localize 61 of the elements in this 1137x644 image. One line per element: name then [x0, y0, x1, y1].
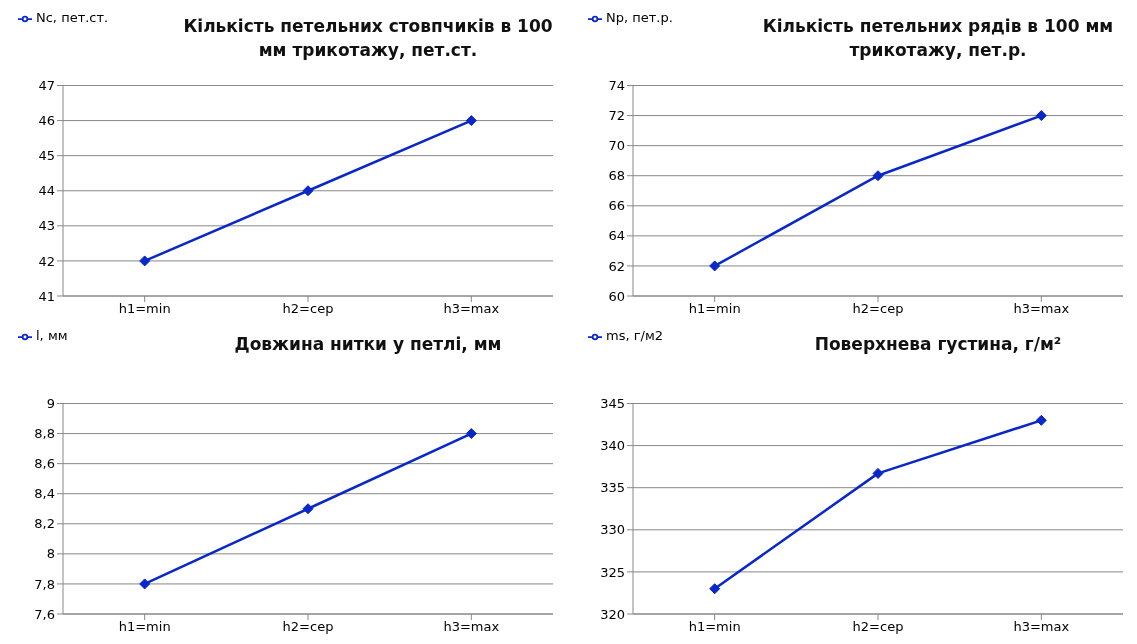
- legend-label: l, мм: [36, 328, 68, 343]
- y-tick-label: 66: [608, 198, 625, 214]
- y-tick-label: 46: [38, 113, 55, 129]
- y-tick-label: 8: [46, 546, 55, 562]
- legend-label: ms, г/м2: [606, 328, 663, 343]
- y-tick-label: 47: [38, 78, 55, 94]
- x-tick-label: h2=сер: [282, 619, 334, 635]
- y-tick-label: 340: [600, 438, 625, 454]
- point: [1035, 110, 1047, 122]
- y-tick-label: 68: [608, 168, 625, 184]
- point: [872, 467, 884, 479]
- y-tick-label: 8,2: [34, 516, 55, 532]
- y-tick-label: 62: [608, 258, 625, 274]
- y-tick-label: 8,4: [34, 486, 55, 502]
- y-tick-label: 72: [608, 108, 625, 124]
- chart-title: Кількість петельних рядів в 100 мм трикотажу, пет.р.: [761, 15, 1115, 62]
- point: [709, 260, 721, 272]
- y-tick-label: 9: [46, 396, 55, 412]
- chart-title: Кількість петельних стовпчиків в 100 мм трикотажу, пет.ст.: [183, 15, 553, 62]
- point: [465, 428, 477, 440]
- legend-label: Np, пет.р.: [606, 10, 673, 25]
- point: [139, 255, 151, 267]
- y-tick-label: 43: [38, 218, 55, 234]
- x-tick-label: h2=сер: [852, 301, 904, 317]
- point: [139, 578, 151, 590]
- y-tick-label: 41: [38, 288, 55, 304]
- point: [709, 583, 721, 595]
- chart-title: Довжина нитки у петлі, мм: [233, 333, 503, 356]
- y-tick-label: 42: [38, 253, 55, 269]
- y-tick-label: 320: [600, 606, 625, 622]
- y-tick-label: 325: [600, 564, 625, 580]
- x-tick-label: h3=max: [443, 301, 500, 317]
- chart-title: Поверхнева густина, г/м²: [813, 333, 1063, 356]
- y-tick-label: 74: [608, 78, 625, 94]
- x-tick-label: h2=сер: [282, 301, 334, 317]
- x-tick-label: h3=max: [1013, 619, 1070, 635]
- point: [1035, 414, 1047, 426]
- x-tick-label: h1=min: [118, 619, 171, 635]
- y-tick-label: 45: [38, 148, 55, 164]
- y-tick-label: 60: [608, 288, 625, 304]
- legend-label: Nc, пет.ст.: [36, 10, 109, 25]
- y-tick-label: 7,6: [34, 606, 55, 622]
- point: [302, 503, 314, 515]
- y-tick-label: 335: [600, 480, 625, 496]
- y-tick-label: 8,6: [34, 456, 55, 472]
- y-tick-label: 345: [600, 396, 625, 412]
- y-tick-label: 44: [38, 183, 55, 199]
- x-tick-label: h1=min: [688, 301, 741, 317]
- point: [302, 185, 314, 197]
- y-tick-label: 64: [608, 228, 625, 244]
- x-tick-label: h3=max: [1013, 301, 1070, 317]
- point: [872, 170, 884, 182]
- x-tick-label: h1=min: [118, 301, 171, 317]
- x-tick-label: h2=сер: [852, 619, 904, 635]
- x-tick-label: h1=min: [688, 619, 741, 635]
- point: [465, 115, 477, 127]
- y-tick-label: 330: [600, 522, 625, 538]
- x-tick-label: h3=max: [443, 619, 500, 635]
- y-tick-label: 8,8: [34, 426, 55, 442]
- y-tick-label: 7,8: [34, 576, 55, 592]
- y-tick-label: 70: [608, 138, 625, 154]
